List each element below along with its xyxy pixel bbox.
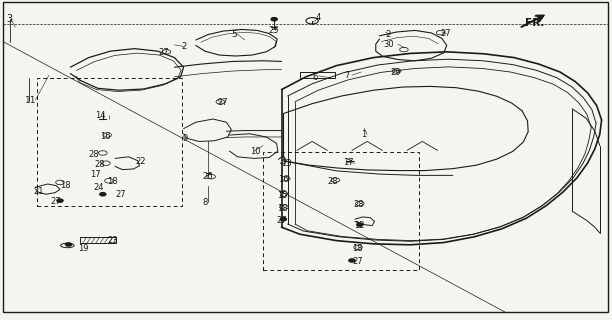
Text: 28: 28: [354, 200, 364, 209]
Text: 18: 18: [277, 204, 287, 212]
Text: 29: 29: [390, 68, 401, 77]
Text: 24: 24: [94, 183, 104, 192]
Text: 11: 11: [24, 96, 36, 105]
Text: 27: 27: [158, 48, 168, 57]
Text: 7: 7: [344, 71, 349, 80]
Text: 27: 27: [51, 197, 61, 206]
Text: 3: 3: [6, 14, 12, 24]
Text: 21: 21: [33, 187, 43, 196]
Text: 2: 2: [386, 30, 391, 39]
Text: 16: 16: [278, 175, 289, 184]
Text: 9: 9: [182, 134, 188, 143]
Text: 25: 25: [269, 26, 279, 35]
Circle shape: [271, 18, 277, 21]
Text: 27: 27: [277, 216, 287, 225]
Text: 18: 18: [352, 244, 362, 253]
Text: FR.: FR.: [525, 18, 545, 28]
Circle shape: [65, 243, 72, 246]
Text: 8: 8: [202, 198, 207, 207]
Text: 27: 27: [441, 29, 451, 38]
Text: 23: 23: [107, 236, 118, 245]
Text: 12: 12: [354, 221, 364, 230]
Circle shape: [280, 218, 286, 221]
Circle shape: [100, 193, 106, 196]
Text: 6: 6: [312, 73, 318, 82]
Text: 18: 18: [107, 177, 118, 186]
Text: 15: 15: [277, 191, 287, 200]
Text: 10: 10: [250, 147, 260, 156]
Text: 2: 2: [181, 42, 187, 51]
Text: 16: 16: [100, 132, 110, 140]
Text: 17: 17: [343, 158, 353, 167]
Circle shape: [57, 199, 63, 202]
Text: 19: 19: [78, 244, 89, 253]
Text: 28: 28: [327, 177, 338, 186]
Bar: [300, 72, 335, 78]
Text: 14: 14: [95, 111, 105, 120]
Text: 13: 13: [281, 159, 291, 168]
Text: 18: 18: [60, 181, 70, 190]
Bar: [263, 152, 419, 270]
Text: 5: 5: [231, 30, 237, 39]
Text: 26: 26: [202, 172, 212, 180]
Text: 27: 27: [217, 98, 228, 107]
Text: 27: 27: [352, 257, 362, 266]
Circle shape: [349, 259, 355, 262]
Text: 27: 27: [115, 190, 125, 199]
Text: 30: 30: [384, 40, 394, 49]
Bar: [37, 78, 182, 206]
Text: 28: 28: [89, 150, 99, 159]
Text: 1: 1: [361, 130, 367, 139]
Text: 4: 4: [316, 13, 321, 22]
Text: 28: 28: [95, 160, 105, 169]
Text: 17: 17: [91, 170, 101, 179]
Text: 22: 22: [136, 157, 146, 166]
Circle shape: [357, 223, 363, 226]
